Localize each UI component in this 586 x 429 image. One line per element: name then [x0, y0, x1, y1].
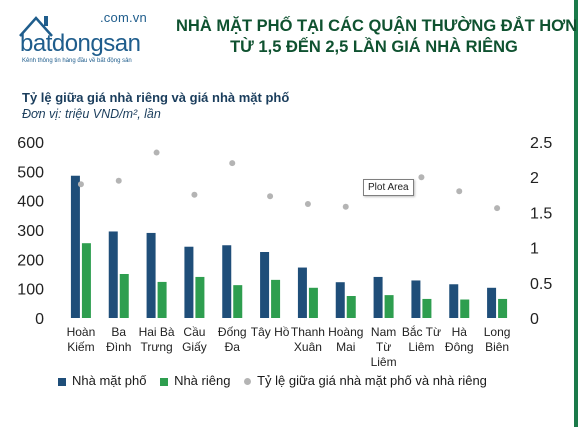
- bar-private-house: [195, 276, 205, 318]
- unit-label: Đơn vị: triệu VND/m², lần: [22, 107, 161, 121]
- x-category-label: Thanh: [291, 325, 325, 339]
- ratio-marker: [342, 203, 349, 210]
- bar-street-house: [108, 231, 118, 318]
- x-category-label: Ba: [111, 325, 126, 339]
- bar-private-house: [384, 295, 394, 318]
- logo[interactable]: .com.vn batdongsan Kênh thông tin hàng đ…: [14, 10, 164, 72]
- ratio-marker: [153, 149, 160, 156]
- y-right-tick-label: 2: [530, 170, 539, 187]
- x-category-label: Hoàn: [67, 325, 96, 339]
- x-category-label: Đình: [106, 340, 131, 354]
- bar-private-house: [81, 243, 91, 318]
- y-right-tick-label: 2.5: [530, 135, 552, 152]
- y-right-tick-label: 0.5: [530, 276, 552, 293]
- x-category-label: Long: [484, 325, 511, 339]
- headline: NHÀ MẶT PHỐ TẠI CÁC QUẬN THƯỜNG ĐẮT HƠN …: [176, 16, 578, 58]
- x-category-label: Liêm: [371, 355, 397, 369]
- bar-private-house: [119, 274, 129, 318]
- bar-street-house: [373, 276, 383, 318]
- bar-private-house: [346, 296, 356, 318]
- x-category-label: Mai: [336, 340, 355, 354]
- bar-private-house: [460, 299, 470, 318]
- logo-tagline: Kênh thông tin hàng đầu về bất động sản: [22, 58, 132, 64]
- bar-street-house: [335, 282, 345, 318]
- logo-wordmark: batdongsan: [20, 30, 141, 57]
- legend-swatch-street-house: [58, 377, 66, 386]
- ratio-marker: [418, 174, 425, 181]
- x-category-label: Hoàng: [328, 325, 363, 339]
- ratio-marker: [191, 191, 198, 198]
- legend: Nhà mặt phố Nhà riêng Tỷ lệ giữa giá nhà…: [58, 372, 497, 388]
- x-category-label: Xuân: [294, 340, 322, 354]
- legend-label-ratio: Tỷ lệ giữa giá nhà mặt phố và nhà riêng: [257, 373, 487, 389]
- y-right-tick-label: 1.5: [530, 205, 552, 222]
- headline-line-2: TỪ 1,5 ĐẾN 2,5 LẦN GIÁ NHÀ RIÊNG: [230, 38, 518, 56]
- x-category-label: Tây Hồ: [251, 325, 290, 339]
- x-category-label: Bắc Từ: [402, 324, 441, 339]
- ratio-marker: [304, 200, 311, 207]
- y-right-tick-label: 1: [530, 241, 539, 258]
- y-left-tick-label: 600: [17, 135, 44, 152]
- x-category-label: Từ: [376, 340, 391, 354]
- legend-label-street-house: Nhà mặt phố: [72, 373, 147, 389]
- ratio-marker: [229, 160, 236, 167]
- ratio-marker: [456, 188, 463, 195]
- ratio-marker: [115, 177, 122, 184]
- y-left-tick-label: 400: [17, 194, 44, 211]
- x-category-label: Hà: [452, 325, 468, 339]
- x-category-label: Liêm: [408, 340, 434, 354]
- x-category-label: Trưng: [140, 340, 172, 354]
- y-left-tick-label: 100: [17, 282, 44, 299]
- chart-title: Tỷ lệ giữa giá nhà riêng và giá nhà mặt …: [22, 90, 290, 105]
- legend-item-street-house: Nhà mặt phố: [58, 373, 146, 388]
- plot-area-tooltip: Plot Area: [363, 179, 414, 196]
- x-category-label: Hai Bà: [139, 325, 175, 339]
- x-category-label: Kiếm: [67, 340, 94, 354]
- y-left-tick-label: 500: [17, 164, 44, 181]
- legend-swatch-private-house: [160, 377, 169, 386]
- bar-private-house: [308, 287, 318, 318]
- headline-line-1: NHÀ MẶT PHỐ TẠI CÁC QUẬN THƯỜNG ĐẮT HƠN: [176, 17, 578, 35]
- legend-label-private-house: Nhà riêng: [174, 373, 231, 389]
- y-right-tick-label: 0: [530, 311, 539, 328]
- ratio-marker: [494, 205, 501, 212]
- bar-street-house: [260, 252, 270, 318]
- bar-street-house: [70, 175, 80, 318]
- bar-street-house: [222, 245, 232, 318]
- y-left-tick-label: 200: [17, 252, 44, 269]
- bar-street-house: [297, 267, 307, 318]
- bar-private-house: [422, 298, 432, 318]
- bar-street-house: [411, 280, 421, 318]
- x-category-label: Đống: [218, 325, 247, 339]
- bar-private-house: [498, 298, 508, 318]
- bar-private-house: [157, 281, 167, 318]
- bar-street-house: [487, 287, 497, 318]
- house-logo-icon: [19, 16, 53, 37]
- legend-item-ratio: Tỷ lệ giữa giá nhà mặt phố và nhà riêng: [244, 373, 487, 388]
- x-category-label: Cầu: [183, 325, 205, 339]
- x-category-label: Đa: [225, 340, 241, 354]
- x-category-label: Giấy: [182, 340, 207, 354]
- x-category-label: Đông: [445, 340, 474, 354]
- legend-item-private-house: Nhà riêng: [160, 373, 230, 388]
- ratio-marker: [267, 193, 274, 200]
- y-left-tick-label: 300: [17, 223, 44, 240]
- x-category-label: Biên: [485, 340, 509, 354]
- x-category-label: Nam: [371, 325, 396, 339]
- logo-domain: .com.vn: [100, 10, 147, 25]
- bar-private-house: [271, 279, 281, 318]
- bar-private-house: [233, 285, 243, 318]
- ratio-marker: [77, 181, 84, 188]
- bar-street-house: [146, 232, 156, 318]
- bar-street-house: [449, 284, 459, 318]
- y-left-tick-label: 0: [35, 311, 44, 328]
- bar-street-house: [184, 246, 194, 318]
- legend-marker-ratio: [244, 378, 252, 386]
